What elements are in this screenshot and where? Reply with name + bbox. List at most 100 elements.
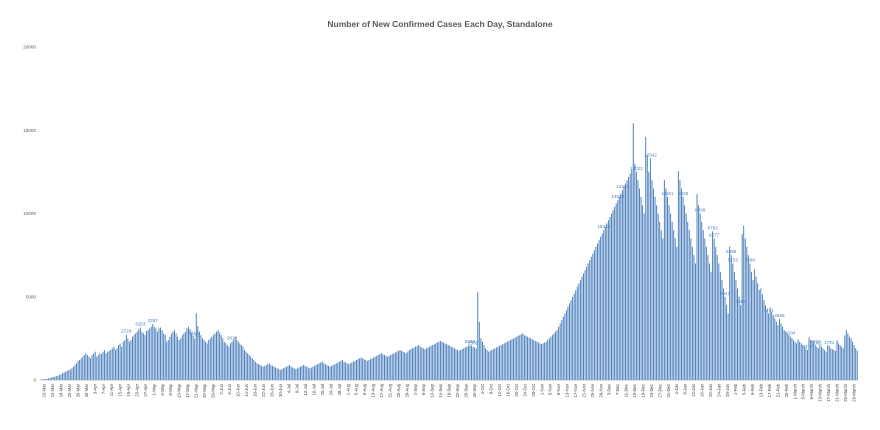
bar	[376, 355, 378, 380]
bar	[100, 354, 102, 380]
bar	[374, 356, 376, 380]
bar	[202, 338, 203, 381]
bar	[142, 333, 144, 380]
bar	[419, 346, 421, 380]
bar	[519, 335, 521, 380]
x-tick-label: 5-Aug	[354, 383, 359, 395]
x-tick-label: 22-Sep	[455, 383, 460, 397]
bar	[447, 345, 449, 380]
x-tick-label: 6-Jun	[227, 383, 232, 394]
bar	[617, 200, 619, 380]
bar	[194, 338, 196, 381]
bar	[104, 350, 106, 380]
bar	[578, 283, 580, 380]
bar	[853, 345, 855, 380]
bar	[340, 360, 342, 380]
bar	[688, 230, 690, 380]
data-label: 3660	[745, 257, 756, 262]
bar	[279, 370, 281, 380]
bar	[584, 270, 586, 380]
bar	[618, 196, 620, 380]
data-label: 8009	[695, 208, 706, 213]
bar	[155, 328, 157, 380]
bar	[226, 345, 228, 380]
bar	[170, 333, 172, 380]
bar	[544, 342, 546, 380]
bar	[71, 368, 73, 380]
bar	[172, 331, 174, 380]
x-tick-label: 3-Dec	[607, 384, 612, 395]
data-label: 3236	[190, 332, 201, 337]
bar	[429, 346, 431, 380]
x-tick-label: 27-Dec	[657, 384, 662, 398]
bar	[200, 335, 202, 380]
bar	[514, 337, 516, 380]
x-tick-label: 3-Apr	[92, 383, 97, 394]
bar	[799, 341, 801, 380]
bar	[631, 170, 633, 380]
bar	[68, 370, 70, 380]
bar	[828, 345, 830, 380]
x-tick-label: 5-Nov	[548, 383, 553, 395]
x-tick-label: 9-Feb	[750, 383, 755, 395]
x-tick-label: 30-Sep	[472, 383, 477, 397]
bar	[614, 206, 616, 380]
x-tick-label: 28-Oct	[531, 383, 536, 396]
bar	[789, 336, 791, 380]
bar	[508, 340, 510, 380]
bar	[296, 368, 298, 380]
bar	[295, 369, 297, 380]
bar	[463, 348, 465, 380]
bar	[377, 355, 379, 380]
x-tick-label: 19-Dec	[640, 384, 645, 398]
bar	[749, 263, 751, 380]
x-tick-label: 17-Nov	[573, 383, 578, 397]
data-label: 6642	[720, 291, 731, 296]
x-tick-label: 24-Jul	[328, 384, 333, 395]
x-tick-label: 8-Oct	[489, 383, 494, 394]
bar	[831, 349, 833, 380]
x-tick-label: 10-Mar	[42, 383, 47, 397]
bar	[452, 347, 454, 380]
bar	[188, 326, 189, 380]
bar	[589, 260, 591, 380]
x-tick-label: 23-Dec	[649, 384, 654, 398]
bar	[671, 221, 673, 380]
x-tick-label: 7-Apr	[101, 383, 106, 394]
x-tick-label: 6-Sep	[421, 383, 426, 395]
bar	[478, 321, 480, 380]
bar	[318, 363, 320, 380]
bar	[332, 365, 334, 380]
x-tick-label: 1-Feb	[733, 383, 738, 395]
bar	[797, 339, 799, 380]
bar	[640, 196, 642, 380]
x-tick-label: 8-Jul	[295, 384, 300, 393]
bar	[352, 361, 354, 380]
bar	[388, 355, 390, 380]
bar	[261, 365, 263, 380]
y-tick-label: 5000	[26, 294, 37, 299]
bar	[598, 240, 600, 380]
bar	[287, 365, 289, 380]
x-tick-label: 21-Nov	[581, 383, 586, 397]
x-tick-label: 10-Jun	[236, 383, 241, 396]
bar	[541, 344, 543, 380]
bar	[634, 163, 636, 380]
bar	[674, 238, 676, 380]
x-tick-label: 2-Sep	[413, 383, 418, 395]
bar	[545, 341, 547, 380]
data-label: 9277	[709, 232, 720, 237]
x-tick-label: 16-Jan	[699, 383, 704, 396]
bar	[214, 333, 216, 380]
bar	[343, 361, 345, 380]
x-tick-label: 26-Sep	[463, 383, 468, 397]
x-tick-label: 13-Nov	[565, 383, 570, 397]
bar	[600, 236, 602, 380]
bar	[453, 348, 455, 380]
bar	[96, 356, 98, 380]
x-tick-label: 22-Mar	[67, 383, 72, 397]
bar	[625, 183, 626, 380]
y-tick-label: 10000	[23, 211, 36, 216]
bar	[424, 349, 426, 380]
bar	[219, 332, 221, 380]
